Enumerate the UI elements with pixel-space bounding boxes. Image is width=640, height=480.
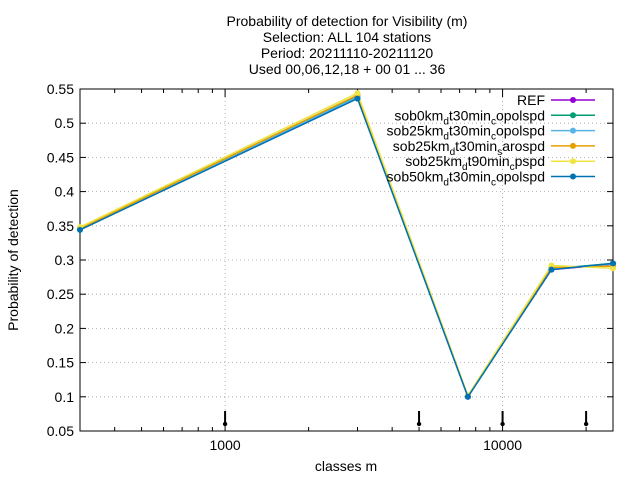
title-line-1: Probability of detection for Visibility … <box>227 13 468 29</box>
title-line-3: Period: 20211110-20211120 <box>261 45 434 61</box>
legend-marker-ref <box>570 97 576 103</box>
title-line-2: Selection: ALL 104 stations <box>263 29 431 45</box>
legend-label-ref: REF <box>517 92 545 108</box>
y-axis-label: Probability of detection <box>5 189 21 331</box>
legend-label-sob50km-dt30min-copolspd: sob50kmdt30mincopolspd <box>387 169 545 189</box>
y-tick-label: 0.25 <box>47 286 74 302</box>
legend-marker-sob25km-dt90min-cpspd <box>570 158 576 165</box>
grid <box>80 89 613 431</box>
legend-marker-sob0km-dt30min-copolspd <box>570 112 576 119</box>
legend: REFsob0kmdt30mincopolspdsob25kmdt30minco… <box>387 92 595 189</box>
x-tick-label: 1000 <box>210 437 241 453</box>
y-tick-label: 0.4 <box>55 184 75 200</box>
threshold-markers <box>222 411 589 427</box>
data-point-sob25km-dt90min-cpspd <box>610 265 616 272</box>
x-axis-label: classes m <box>315 458 377 474</box>
series-lines <box>77 90 616 400</box>
y-tick-label: 0.05 <box>47 423 74 439</box>
y-tick-label: 0.2 <box>55 320 75 336</box>
legend-label-sob25km-dt30min-copolspd: sob25kmdt30mincopolspd <box>387 123 545 143</box>
title-line-4: Used 00,06,12,18 + 00 01 ... 36 <box>249 61 446 77</box>
y-tick-label: 0.3 <box>55 252 75 268</box>
data-point-sob25km-dt90min-cpspd <box>354 90 361 97</box>
data-point-sob50km-dt30min-copolspd <box>77 226 83 233</box>
threshold-marker-dot <box>583 421 589 427</box>
y-tick-label: 0.15 <box>47 355 74 371</box>
data-point-sob50km-dt30min-copolspd <box>610 260 616 267</box>
threshold-marker-dot <box>222 421 228 427</box>
y-tick-label: 0.5 <box>55 115 75 131</box>
y-tick-label: 0.1 <box>55 389 75 405</box>
y-tick-label: 0.45 <box>47 149 74 165</box>
data-point-sob25km-dt90min-cpspd <box>548 262 555 269</box>
data-point-sob50km-dt30min-copolspd <box>464 393 471 400</box>
threshold-marker-dot <box>500 421 505 427</box>
threshold-marker-dot <box>416 421 422 427</box>
legend-marker-sob25km-dt30min-sarospd <box>570 142 576 149</box>
legend-label-sob25km-dt90min-cpspd: sob25kmdt90mincpspd <box>405 153 545 173</box>
y-tick-label: 0.35 <box>47 218 74 234</box>
legend-marker-sob25km-dt30min-copolspd <box>570 127 576 134</box>
data-point-sob50km-dt30min-copolspd <box>354 95 361 102</box>
y-axis-ticks: 0.05 0.1 0.15 0.2 0.25 0.3 0.35 0.4 0.45 0.5 0.55 <box>47 81 613 439</box>
chart-title: Probability of detection for Visibility … <box>227 13 468 77</box>
data-point-sob50km-dt30min-copolspd <box>548 266 555 273</box>
y-tick-label: 0.55 <box>47 81 74 97</box>
legend-marker-sob50km-dt30min-copolspd <box>570 173 576 180</box>
legend-label-sob0km-dt30min-copolspd: sob0kmdt30mincopolspd <box>394 107 545 127</box>
legend-label-sob25km-dt30min-sarospd: sob25kmdt30minsarospd <box>393 138 545 158</box>
x-axis-ticks: 1000 10000 <box>114 89 587 453</box>
x-tick-label: 10000 <box>483 437 522 453</box>
